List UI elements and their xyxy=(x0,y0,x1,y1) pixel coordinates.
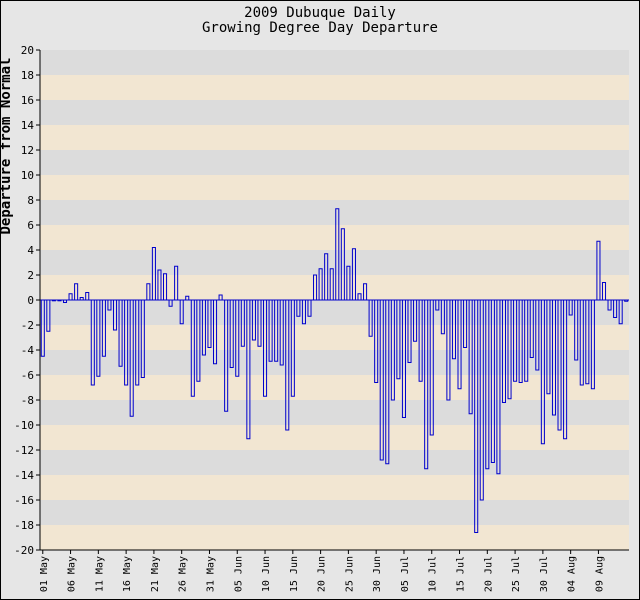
background-band xyxy=(40,325,629,350)
y-tick-label: -12 xyxy=(14,444,34,457)
y-tick-label: 20 xyxy=(21,44,34,57)
background-band xyxy=(40,75,629,100)
y-tick-label: 12 xyxy=(21,144,34,157)
background-band xyxy=(40,100,629,125)
x-tick-label: 30 Jun xyxy=(372,556,383,592)
x-tick-label: 06 May xyxy=(67,556,78,592)
background-band xyxy=(40,450,629,475)
y-tick-label: -4 xyxy=(21,344,35,357)
x-tick-label: 01 May xyxy=(39,556,50,592)
y-tick-label: -18 xyxy=(14,519,34,532)
background-band xyxy=(40,300,629,325)
background-band xyxy=(40,425,629,450)
y-tick-label: -8 xyxy=(21,394,34,407)
x-tick-label: 30 Jul xyxy=(539,556,550,592)
y-tick-label: -16 xyxy=(14,494,34,507)
y-tick-label: -14 xyxy=(14,469,34,482)
background-band xyxy=(40,50,629,75)
y-tick-label: 4 xyxy=(27,244,34,257)
y-tick-label: -2 xyxy=(21,319,34,332)
background-band xyxy=(40,350,629,375)
background-band xyxy=(40,225,629,250)
background-band xyxy=(40,250,629,275)
y-tick-label: 2 xyxy=(27,269,34,282)
x-tick-label: 20 Jul xyxy=(483,556,494,592)
y-tick-label: 6 xyxy=(27,219,34,232)
background-band xyxy=(40,400,629,425)
x-tick-label: 21 May xyxy=(150,556,161,592)
background-band xyxy=(40,525,629,550)
background-band xyxy=(40,500,629,525)
x-tick-label: 20 Jun xyxy=(317,556,328,592)
x-tick-label: 10 Jun xyxy=(261,556,272,592)
x-tick-label: 05 Jul xyxy=(400,556,411,592)
x-tick-label: 31 May xyxy=(205,556,216,592)
y-tick-label: 0 xyxy=(27,294,34,307)
y-tick-label: 8 xyxy=(27,194,34,207)
y-tick-label: 10 xyxy=(21,169,34,182)
y-tick-label: 18 xyxy=(21,69,34,82)
background-band xyxy=(40,125,629,150)
y-tick-label: -20 xyxy=(14,544,34,557)
x-tick-label: 04 Aug xyxy=(567,556,578,592)
x-tick-label: 11 May xyxy=(94,556,105,592)
background-band xyxy=(40,175,629,200)
x-tick-label: 15 Jul xyxy=(456,556,467,592)
x-tick-label: 15 Jun xyxy=(289,556,300,592)
background-band xyxy=(40,200,629,225)
x-tick-label: 05 Jun xyxy=(233,556,244,592)
background-band xyxy=(40,150,629,175)
chart-subtitle: Growing Degree Day Departure xyxy=(201,20,438,36)
x-tick-label: 26 May xyxy=(178,556,189,592)
x-tick-label: 25 Jul xyxy=(511,556,522,592)
x-tick-label: 09 Aug xyxy=(594,556,605,592)
background-band xyxy=(40,475,629,500)
background-band xyxy=(40,275,629,300)
y-tick-label: 14 xyxy=(21,119,35,132)
chart-title: 2009 Dubuque Daily xyxy=(244,5,396,21)
x-tick-label: 10 Jul xyxy=(428,556,439,592)
y-tick-label: -10 xyxy=(14,419,34,432)
x-tick-label: 16 May xyxy=(122,556,133,592)
background-band xyxy=(40,375,629,400)
x-tick-label: 25 Jun xyxy=(344,556,355,592)
y-tick-label: 16 xyxy=(21,94,34,107)
y-tick-label: -6 xyxy=(21,369,34,382)
